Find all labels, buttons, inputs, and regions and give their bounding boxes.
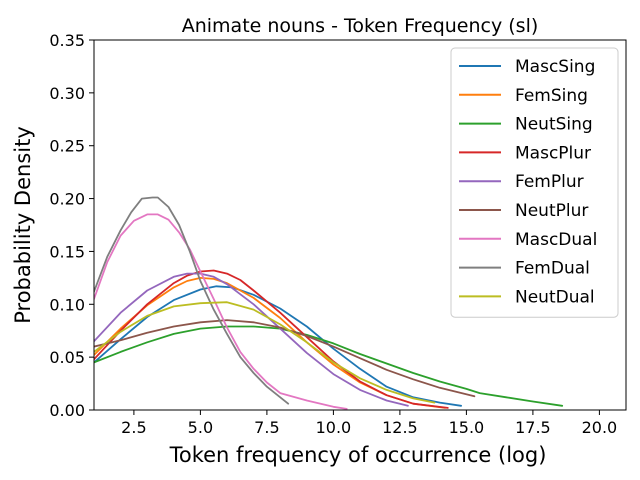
y-tick-label: 0.20 <box>49 190 85 209</box>
y-tick-label: 0.30 <box>49 84 85 103</box>
legend-label: NeutDual <box>515 287 595 307</box>
x-tick-label: 17.5 <box>515 418 551 437</box>
y-tick-label: 0.10 <box>49 295 85 314</box>
y-tick-label: 0.25 <box>49 137 85 156</box>
y-tick-label: 0.15 <box>49 242 85 261</box>
x-tick-label: 2.5 <box>121 418 146 437</box>
legend-label: FemDual <box>515 259 590 279</box>
legend-label: NeutPlur <box>515 201 588 221</box>
plot-frame <box>93 39 627 411</box>
x-axis-label: Token frequency of occurrence (log) <box>169 443 547 467</box>
legend: MascSing FemSing NeutSing MascPlur FemPlur Ne… <box>450 47 619 318</box>
series-line-femplur <box>94 272 409 407</box>
y-tick-label: 0.00 <box>49 401 85 420</box>
series-lines <box>94 196 564 410</box>
y-axis: 0.00 0.05 0.10 0.15 0.20 0.25 0.30 0.35 <box>49 31 94 420</box>
legend-label: FemPlur <box>515 172 584 192</box>
legend-label: FemSing <box>515 86 588 106</box>
x-tick-label: 5.0 <box>188 418 213 437</box>
x-axis: 2.5 5.0 7.5 10.0 12.5 15.0 17.5 20.0 <box>121 410 617 437</box>
chart-title: Animate nouns - Token Frequency (sl) <box>182 15 539 37</box>
x-tick-label: 10.0 <box>316 418 352 437</box>
series-line-mascdual <box>94 213 348 410</box>
y-tick-label: 0.35 <box>49 31 85 50</box>
x-tick-label: 15.0 <box>449 418 485 437</box>
series-line-neutplur <box>94 319 476 398</box>
legend-label: MascDual <box>515 230 597 250</box>
x-tick-label: 20.0 <box>582 418 618 437</box>
legend-label: MascSing <box>515 57 595 77</box>
legend-label: NeutSing <box>515 115 593 135</box>
series-line-neutsing <box>94 325 564 407</box>
legend-label: MascPlur <box>515 143 591 163</box>
series-line-neutdual <box>94 301 436 404</box>
series-line-femdual <box>94 196 290 405</box>
x-tick-label: 7.5 <box>254 418 279 437</box>
legend-box <box>450 47 619 318</box>
y-axis-label: Probability Density <box>11 126 35 324</box>
y-tick-label: 0.05 <box>49 348 85 367</box>
series-line-mascplur <box>94 269 449 409</box>
x-tick-label: 12.5 <box>382 418 418 437</box>
